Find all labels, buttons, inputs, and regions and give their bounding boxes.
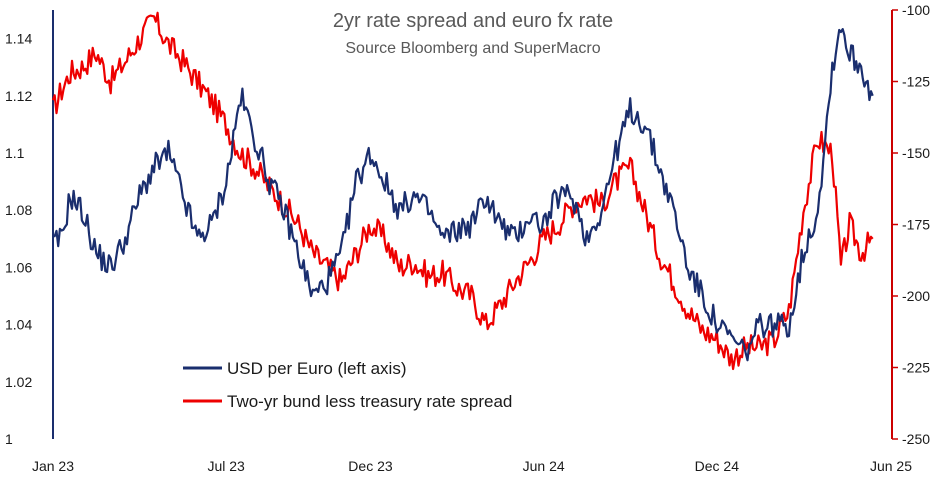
series-line-spread bbox=[51, 11, 874, 371]
left-tick-label: 1.12 bbox=[5, 88, 32, 104]
right-tick-label: -225 bbox=[902, 360, 930, 376]
left-axis-ticks: 1 1.02 1.04 1.06 1.08 1.1 1.12 1.14 bbox=[5, 31, 32, 447]
right-tick-label: -200 bbox=[902, 288, 930, 304]
right-tick-label: -175 bbox=[902, 217, 930, 233]
x-axis-ticks: Jan 23 Jul 23 Dec 23 Jun 24 Dec 24 Jun 25 bbox=[32, 458, 912, 474]
right-axis-ticks: -100 -125 -150 -175 -200 -225 -250 bbox=[892, 2, 930, 447]
left-tick-label: 1.06 bbox=[5, 259, 32, 275]
left-tick-label: 1.1 bbox=[5, 145, 25, 161]
x-tick-label: Dec 24 bbox=[695, 458, 740, 474]
chart-subtitle: Source Bloomberg and SuperMacro bbox=[345, 40, 600, 57]
series-line-usd-euro bbox=[52, 28, 874, 362]
left-tick-label: 1.04 bbox=[5, 317, 32, 333]
x-tick-label: Jun 24 bbox=[523, 458, 565, 474]
series-layer bbox=[51, 11, 874, 371]
right-tick-label: -150 bbox=[902, 145, 930, 161]
legend-label-spread: Two-yr bund less treasury rate spread bbox=[227, 392, 512, 411]
x-tick-label: Jan 23 bbox=[32, 458, 74, 474]
left-tick-label: 1 bbox=[5, 431, 13, 447]
left-tick-label: 1.08 bbox=[5, 202, 32, 218]
legend-label-usd-euro: USD per Euro (left axis) bbox=[227, 359, 407, 378]
left-tick-label: 1.02 bbox=[5, 374, 32, 390]
x-tick-label: Dec 23 bbox=[348, 458, 393, 474]
right-tick-label: -100 bbox=[902, 2, 930, 18]
right-tick-label: -125 bbox=[902, 74, 930, 90]
chart-title: 2yr rate spread and euro fx rate bbox=[333, 10, 613, 32]
x-tick-label: Jul 23 bbox=[207, 458, 245, 474]
right-tick-label: -250 bbox=[902, 431, 930, 447]
x-tick-label: Jun 25 bbox=[870, 458, 912, 474]
legend: USD per Euro (left axis) Two-yr bund les… bbox=[183, 359, 512, 411]
left-tick-label: 1.14 bbox=[5, 31, 32, 47]
